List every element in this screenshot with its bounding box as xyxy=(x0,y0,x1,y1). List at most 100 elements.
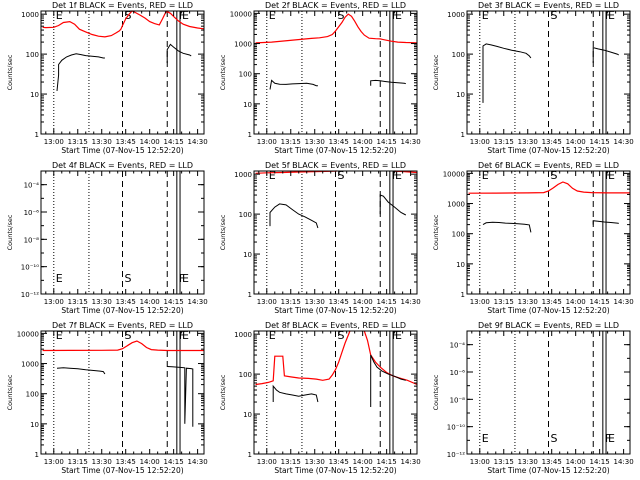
y-tick-label: 1000 xyxy=(447,11,465,19)
x-tick-label: 14:30 xyxy=(401,138,421,146)
x-tick-label: 14:15 xyxy=(164,138,184,146)
x-tick-label: 14:15 xyxy=(590,458,610,466)
plot-frame xyxy=(40,170,205,295)
series-events-line-1 xyxy=(482,43,532,103)
y-tick-label: 10⁻⁶ xyxy=(24,209,40,217)
marker-label: F xyxy=(605,9,611,22)
y-tick-label: 10 xyxy=(30,91,39,99)
x-tick-label: 14:30 xyxy=(401,298,421,306)
x-tick-label: 14:30 xyxy=(614,138,634,146)
y-tick-label: 1 xyxy=(248,291,252,299)
marker-label: F xyxy=(605,432,611,445)
marker-label: E xyxy=(269,169,276,182)
x-tick-label: 14:15 xyxy=(377,138,397,146)
x-tick-label: 13:30 xyxy=(305,458,325,466)
marker-label: S xyxy=(551,169,558,182)
x-tick-label: 13:00 xyxy=(44,138,64,146)
plot-frame xyxy=(253,330,418,455)
marker-label: F xyxy=(392,169,398,182)
x-tick-label: 13:15 xyxy=(281,458,301,466)
marker-label: S xyxy=(551,9,558,22)
y-tick-label: 1 xyxy=(35,131,39,139)
x-tick-label: 13:00 xyxy=(257,298,277,306)
y-tick-label: 10000 xyxy=(443,170,465,178)
x-tick-label: 14:30 xyxy=(614,458,634,466)
y-tick-label: 10⁻¹² xyxy=(21,291,39,299)
x-tick-label: 14:00 xyxy=(566,138,586,146)
y-tick-label: 100 xyxy=(26,391,39,399)
chart-title: Det 2f BLACK = Events, RED = LLD xyxy=(265,1,406,10)
x-tick-label: 14:15 xyxy=(377,458,397,466)
x-tick-label: 14:00 xyxy=(353,298,373,306)
x-tick-label: 14:00 xyxy=(566,458,586,466)
y-tick-label: 10⁻⁶ xyxy=(450,369,466,377)
x-tick-label: 14:15 xyxy=(377,298,397,306)
y-axis-label: Counts/sec xyxy=(432,374,440,410)
chart-title: Det 9f BLACK = Events, RED = LLD xyxy=(478,321,619,330)
marker-label: F xyxy=(392,329,398,342)
y-tick-label: 1000 xyxy=(447,201,465,209)
y-axis-label: Counts/sec xyxy=(219,54,227,90)
x-tick-label: 13:45 xyxy=(542,298,562,306)
y-tick-label: 1000 xyxy=(21,361,39,369)
series-events-line-2 xyxy=(56,367,106,375)
y-tick-label: 100 xyxy=(239,71,252,79)
chart-title: Det 6f BLACK = Events, RED = LLD xyxy=(478,161,619,170)
x-axis-label: Start Time (07-Nov-15 12:52:20) xyxy=(487,306,609,315)
y-tick-label: 1 xyxy=(35,451,39,459)
plot-frame xyxy=(466,330,631,455)
x-tick-label: 14:00 xyxy=(566,298,586,306)
x-tick-label: 14:15 xyxy=(590,298,610,306)
y-tick-label: 10 xyxy=(243,101,252,109)
series-lld-line-1 xyxy=(255,330,351,386)
y-tick-label: 10⁻⁴ xyxy=(450,342,466,350)
series-events-line-2 xyxy=(482,221,532,233)
x-tick-label: 13:30 xyxy=(305,138,325,146)
x-tick-label: 13:30 xyxy=(92,458,112,466)
chart-title: Det 8f BLACK = Events, RED = LLD xyxy=(265,321,406,330)
y-tick-label: 1 xyxy=(248,451,252,459)
x-tick-label: 13:15 xyxy=(68,298,88,306)
series-events-line-2 xyxy=(269,79,318,90)
series-events-line-3 xyxy=(592,220,619,225)
y-tick-label: 10 xyxy=(30,421,39,429)
x-tick-label: 13:15 xyxy=(494,298,514,306)
x-tick-label: 14:15 xyxy=(164,298,184,306)
x-axis-label: Start Time (07-Nov-15 12:52:20) xyxy=(61,306,183,315)
plot-frame xyxy=(40,330,205,455)
plot-frame xyxy=(40,10,205,135)
y-tick-label: 1000 xyxy=(21,11,39,19)
y-tick-label: 10⁻¹⁰ xyxy=(21,264,39,272)
marker-label: E xyxy=(182,9,189,22)
y-tick-label: 1000 xyxy=(234,171,252,179)
y-tick-label: 10⁻⁸ xyxy=(450,396,466,404)
marker-label: E xyxy=(56,272,63,285)
series-lld-line-1 xyxy=(255,13,418,44)
series-events-line-2 xyxy=(56,53,105,91)
marker-label: E xyxy=(608,432,615,445)
y-tick-label: 10000 xyxy=(230,10,252,18)
x-tick-label: 13:45 xyxy=(329,298,349,306)
series-events-line-3 xyxy=(166,43,192,63)
y-axis-label: Counts/sec xyxy=(432,54,440,90)
x-tick-label: 14:30 xyxy=(401,458,421,466)
x-tick-label: 13:15 xyxy=(281,138,301,146)
x-tick-label: 14:15 xyxy=(164,458,184,466)
x-tick-label: 13:00 xyxy=(470,298,490,306)
y-tick-label: 10 xyxy=(456,261,465,269)
y-tick-label: 10 xyxy=(243,251,252,259)
x-tick-label: 13:00 xyxy=(44,458,64,466)
x-tick-label: 13:45 xyxy=(542,458,562,466)
x-tick-label: 13:15 xyxy=(494,458,514,466)
y-tick-label: 10000 xyxy=(17,330,39,338)
chart-title: Det 5f BLACK = Events, RED = LLD xyxy=(265,161,406,170)
x-tick-label: 13:15 xyxy=(68,138,88,146)
x-axis-label: Start Time (07-Nov-15 12:52:20) xyxy=(61,466,183,475)
